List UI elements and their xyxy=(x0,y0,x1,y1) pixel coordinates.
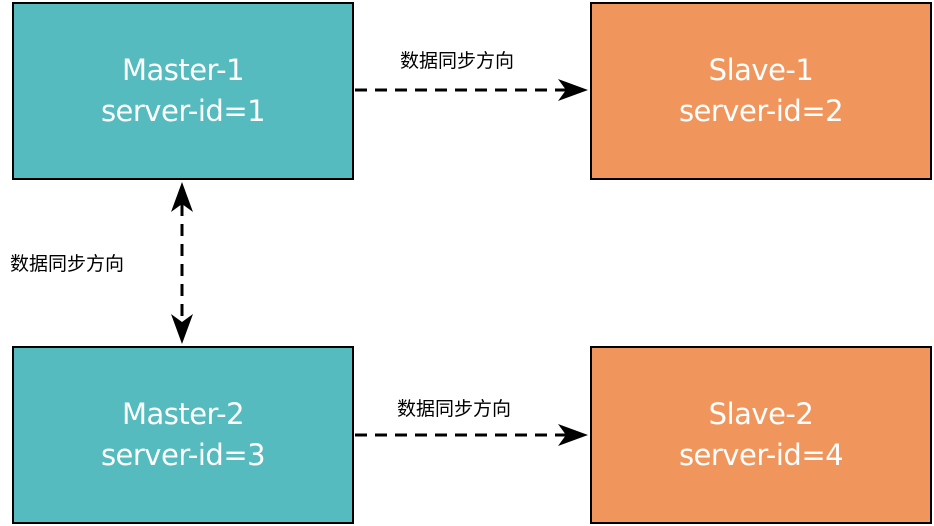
node-slave-1: Slave-1 server-id=2 xyxy=(590,2,932,180)
arrowhead-right-icon xyxy=(558,79,588,101)
arrowhead-right-icon xyxy=(558,424,588,446)
edge-master-1-to-slave-1 xyxy=(355,79,588,101)
arrowhead-up-icon xyxy=(171,182,193,212)
edge-label-master-1-master-2: 数据同步方向 xyxy=(10,253,125,275)
node-slave-1-name: Slave-1 xyxy=(708,53,814,87)
arrowhead-down-icon xyxy=(171,314,193,344)
edge-label-master-1-to-slave-1: 数据同步方向 xyxy=(400,50,515,72)
node-slave-2: Slave-2 server-id=4 xyxy=(590,346,932,524)
edge-master-2-to-slave-2 xyxy=(355,424,588,446)
node-slave-2-server-id: server-id=4 xyxy=(678,438,844,472)
node-master-2-name: Master-2 xyxy=(121,397,245,431)
node-master-2: Master-2 server-id=3 xyxy=(12,346,354,524)
node-slave-1-server-id: server-id=2 xyxy=(678,94,844,128)
node-slave-2-name: Slave-2 xyxy=(708,397,814,431)
edge-master-1-master-2 xyxy=(171,182,193,344)
node-master-1: Master-1 server-id=1 xyxy=(12,2,354,180)
node-master-1-name: Master-1 xyxy=(121,53,245,87)
node-master-1-server-id: server-id=1 xyxy=(100,94,266,128)
node-master-2-server-id: server-id=3 xyxy=(100,438,266,472)
edge-label-master-2-to-slave-2: 数据同步方向 xyxy=(397,398,512,420)
